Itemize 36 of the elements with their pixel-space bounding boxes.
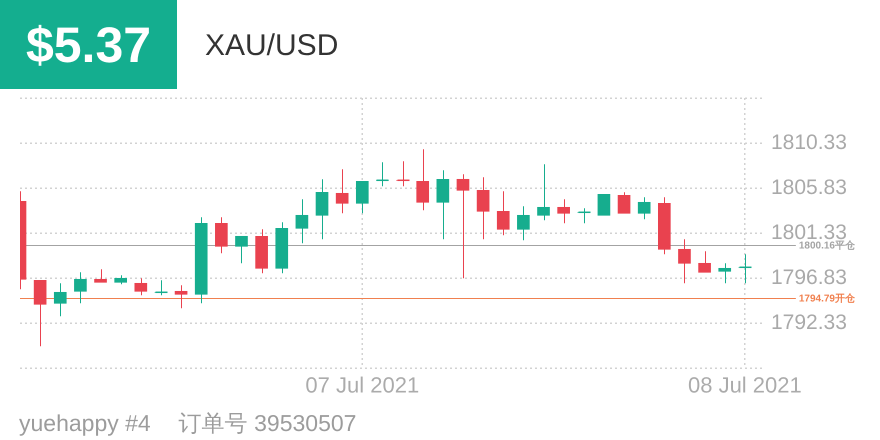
x-tick-label: 07 Jul 2021	[305, 372, 420, 398]
candlestick	[618, 192, 630, 214]
candlestick	[436, 170, 450, 240]
candlestick	[174, 284, 188, 309]
candlestick	[336, 168, 348, 214]
text: $5.37	[26, 16, 152, 72]
candlestick	[356, 180, 369, 214]
y-tick-label: 1792.33	[771, 310, 847, 334]
candlestick	[598, 194, 610, 216]
candlestick	[296, 198, 308, 244]
candlestick	[215, 216, 228, 254]
candlestick	[698, 250, 711, 273]
y-tick-label: 1805.83	[771, 176, 847, 199]
ref-line-label: 1794.79开仓	[798, 292, 856, 304]
x-tick-label: 08 Jul 2021	[688, 372, 802, 398]
candlestick	[557, 198, 570, 224]
candlestick	[638, 196, 651, 220]
candlestick	[456, 174, 470, 279]
y-tick-label: 1810.33	[771, 130, 847, 154]
candlestick	[134, 278, 148, 296]
candlestick	[74, 272, 87, 304]
candlestick	[54, 282, 67, 317]
candlestick	[678, 238, 691, 284]
chart-title: XAU/USD	[205, 28, 338, 64]
y-tick-label: 1796.83	[771, 266, 847, 289]
candlestick	[718, 262, 732, 284]
text: 订单号 39530507	[178, 409, 356, 437]
candlestick	[316, 178, 328, 240]
candlestick	[517, 206, 530, 241]
candlestick	[416, 148, 430, 211]
text: yuehappy #4	[19, 409, 151, 437]
candlestick	[496, 190, 510, 236]
candlestick	[537, 164, 550, 221]
candlestick	[235, 236, 248, 264]
candlestick	[94, 268, 107, 283]
candlestick	[476, 176, 490, 240]
